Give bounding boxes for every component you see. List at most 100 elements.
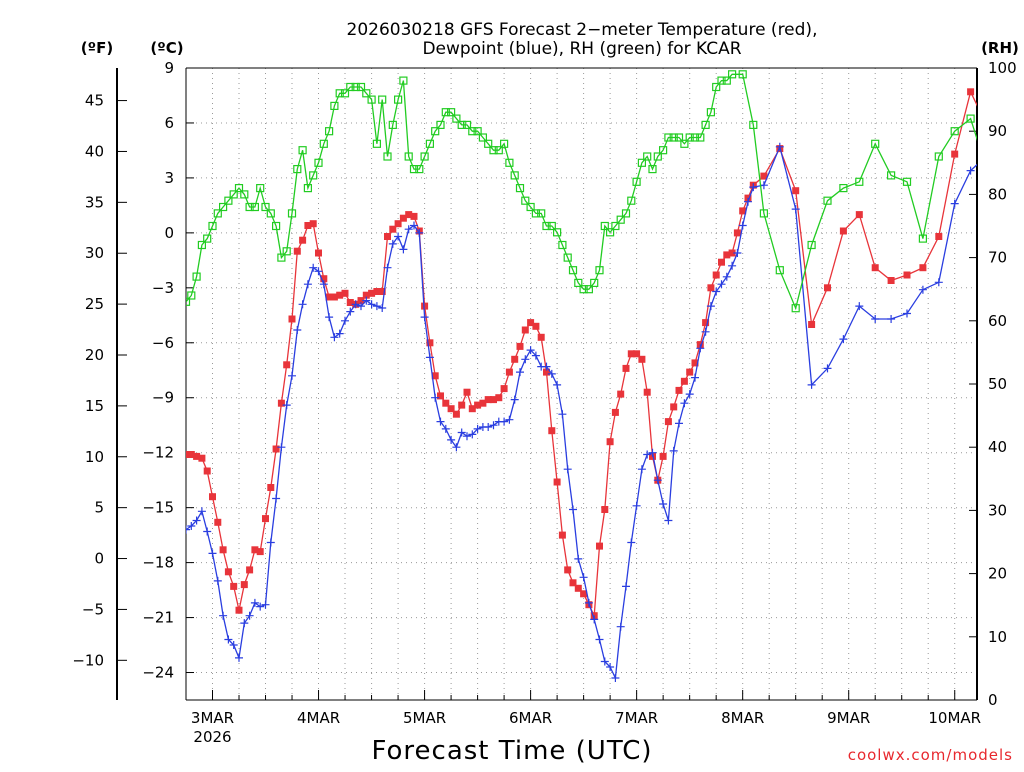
dewpoint-point [983, 152, 991, 160]
temperature-point [967, 88, 974, 95]
rh-tick-label: 70 [988, 249, 1007, 267]
dewpoint-point [399, 245, 407, 253]
axes: 9630−3−6−9−12−15−18−21−24454035302520151… [72, 59, 1016, 746]
celsius-tick-label: −9 [152, 389, 174, 407]
dewpoint-point [580, 573, 588, 581]
unit-celsius-label: (ºC) [150, 39, 183, 57]
dewpoint-point [839, 335, 847, 343]
temperature-point [220, 546, 227, 553]
dewpoint-point [728, 262, 736, 270]
x-tick-label: 5MAR [403, 709, 446, 727]
fahrenheit-tick-label: 0 [94, 550, 104, 568]
temperature-point [257, 548, 264, 555]
fahrenheit-tick-label: 25 [85, 295, 104, 313]
temperature-point [511, 356, 518, 363]
dewpoint-point [564, 465, 572, 473]
temperature-point [548, 427, 555, 434]
celsius-tick-label: −6 [152, 334, 174, 352]
temperature-point [294, 248, 301, 255]
temperature-point [888, 277, 895, 284]
dewpoint-point [272, 495, 280, 503]
temperature-point [681, 378, 688, 385]
x-tick-label: 10MAR [928, 709, 981, 727]
dewpoint-point [659, 500, 667, 508]
celsius-tick-label: 9 [164, 59, 174, 77]
dewpoint-point [304, 280, 312, 288]
temperature-point [464, 389, 471, 396]
fahrenheit-tick-label: 15 [85, 397, 104, 415]
dewpoint-point [373, 302, 381, 310]
celsius-tick-label: −12 [142, 444, 174, 462]
dewpoint-point [675, 419, 683, 427]
x-tick-label: 4MAR [297, 709, 340, 727]
dewpoint-point [219, 612, 227, 620]
dewpoint-point [596, 636, 604, 644]
series-group [182, 71, 1024, 682]
temperature-point [437, 392, 444, 399]
chart-title-line1: 2026030218 GFS Forecast 2−meter Temperat… [347, 20, 818, 40]
dewpoint-point [463, 432, 471, 440]
dewpoint-point [309, 264, 317, 272]
fahrenheit-tick-label: 40 [85, 142, 104, 160]
dewpoint-point [330, 333, 338, 341]
fahrenheit-tick-label: 5 [94, 499, 104, 517]
dewpoint-point [617, 623, 625, 631]
temperature-point [384, 233, 391, 240]
x-axis-title: Forecast Time (UTC) [371, 736, 652, 766]
temperature-point [517, 343, 524, 350]
temperature-point [299, 237, 306, 244]
dewpoint-point [638, 465, 646, 473]
temperature-point [554, 479, 561, 486]
temperature-point [342, 290, 349, 297]
temperature-point [808, 321, 815, 328]
celsius-tick-label: −21 [142, 609, 174, 627]
dewpoint-point [405, 225, 413, 233]
chart-title-line2: Dewpoint (blue), RH (green) for KCAR [422, 39, 741, 59]
dewpoint-point [670, 447, 678, 455]
celsius-tick-label: −24 [142, 664, 174, 682]
credit-text: coolwx.com/models [848, 746, 1013, 764]
temperature-point [225, 568, 232, 575]
temperature-point [564, 566, 571, 573]
temperature-point [198, 455, 205, 462]
temperature-point [532, 323, 539, 330]
temperature-point [495, 394, 502, 401]
rh-tick-label: 40 [988, 438, 1007, 456]
temperature-point [676, 387, 683, 394]
temperature-point [824, 284, 831, 291]
dewpoint-point [569, 506, 577, 514]
dewpoint-point [267, 539, 275, 547]
temperature-point [718, 259, 725, 266]
dewpoint-point [611, 674, 619, 682]
dewpoint-point [325, 313, 333, 321]
rh-tick-label: 60 [988, 312, 1007, 330]
temperature-point [315, 250, 322, 257]
rh-tick-label: 10 [988, 628, 1007, 646]
x-tick-label: 6MAR [509, 709, 552, 727]
temperature-point [310, 220, 317, 227]
dewpoint-point [951, 200, 959, 208]
dewpoint-point [484, 423, 492, 431]
temperature-point [559, 532, 566, 539]
dewpoint-point [935, 278, 943, 286]
dewpoint-point [887, 315, 895, 323]
temperature-point [458, 402, 465, 409]
dewpoint-point [209, 549, 217, 557]
temperature-point [872, 264, 879, 271]
temperature-point [670, 403, 677, 410]
dewpoint-point [553, 381, 561, 389]
celsius-tick-label: −15 [142, 499, 174, 517]
rh-tick-label: 20 [988, 565, 1007, 583]
temperature-point [617, 391, 624, 398]
dewpoint-point [293, 326, 301, 334]
dewpoint-point [490, 421, 498, 429]
rh-tick-label: 80 [988, 185, 1007, 203]
dewpoint-point [511, 396, 519, 404]
temperature-point [214, 519, 221, 526]
rh-tick-label: 100 [988, 59, 1017, 77]
rh-point [999, 242, 1006, 249]
temperature-point [506, 369, 513, 376]
dewpoint-point [299, 300, 307, 308]
